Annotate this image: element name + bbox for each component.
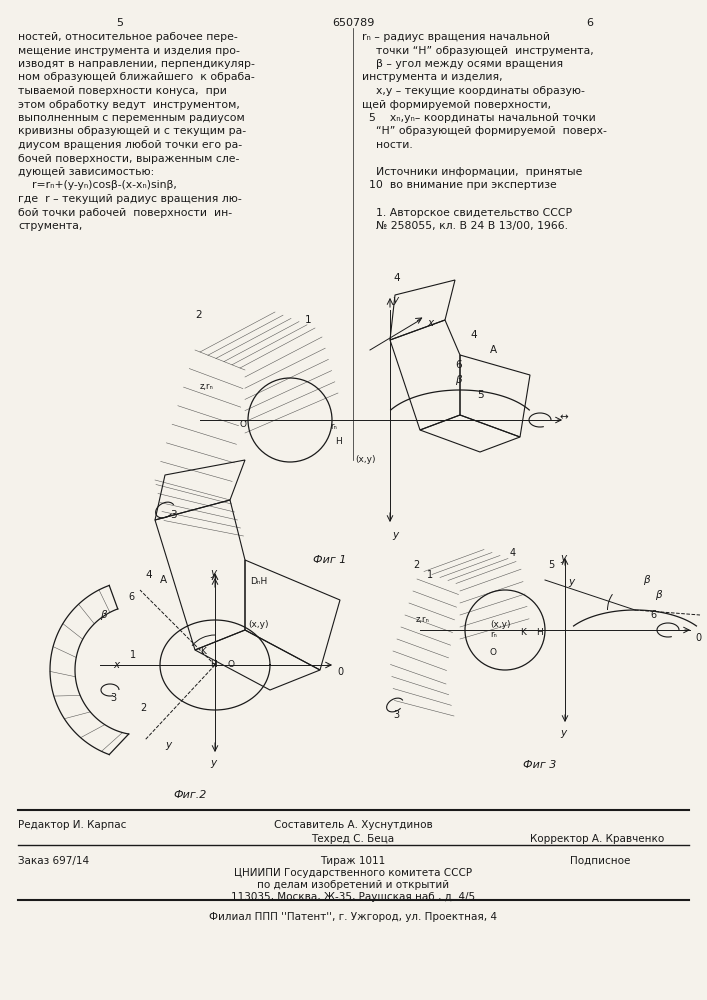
Text: rₙ: rₙ — [330, 422, 337, 431]
Text: точки “Н” образующей  инструмента,: точки “Н” образующей инструмента, — [362, 45, 594, 55]
Text: 4: 4 — [510, 548, 516, 558]
Text: диусом вращения любой точки его ра-: диусом вращения любой точки его ра- — [18, 140, 242, 150]
Text: ностей, относительное рабочее пере-: ностей, относительное рабочее пере- — [18, 32, 238, 42]
Text: O: O — [228, 660, 235, 669]
Text: 1. Авторское свидетельство СССР: 1. Авторское свидетельство СССР — [362, 208, 572, 218]
Text: β – угол между осями вращения: β – угол между осями вращения — [362, 59, 563, 69]
Text: 2: 2 — [195, 310, 201, 320]
Text: 5: 5 — [477, 390, 484, 400]
Text: 1: 1 — [305, 315, 312, 325]
Text: ЦНИИПИ Государственного комитета СССР: ЦНИИПИ Государственного комитета СССР — [234, 868, 472, 878]
Text: № 258055, кл. В 24 В 13/00, 1966.: № 258055, кл. В 24 В 13/00, 1966. — [362, 221, 568, 231]
Text: щей формируемой поверхности,: щей формируемой поверхности, — [362, 100, 551, 109]
Text: изводят в направлении, перпендикуляр-: изводят в направлении, перпендикуляр- — [18, 59, 255, 69]
Text: 5: 5 — [117, 18, 124, 28]
Text: этом обработку ведут  инструментом,: этом обработку ведут инструментом, — [18, 100, 240, 109]
Text: y: y — [560, 728, 566, 738]
Text: 4: 4 — [470, 330, 477, 340]
Text: Подписное: Подписное — [570, 856, 630, 866]
Text: Источники информации,  принятые: Источники информации, принятые — [362, 167, 583, 177]
Text: Филиал ППП ''Патент'', г. Ужгород, ул. Проектная, 4: Филиал ППП ''Патент'', г. Ужгород, ул. П… — [209, 912, 497, 922]
Text: струмента,: струмента, — [18, 221, 83, 231]
Text: Корректор А. Кравченко: Корректор А. Кравченко — [530, 834, 665, 844]
Text: 0: 0 — [695, 633, 701, 643]
Text: дующей зависимостью:: дующей зависимостью: — [18, 167, 154, 177]
Text: (x,y): (x,y) — [355, 455, 375, 464]
Text: β: β — [655, 590, 662, 600]
Text: H: H — [210, 660, 217, 669]
Text: выполненным с переменным радиусом: выполненным с переменным радиусом — [18, 113, 245, 123]
Text: (x,y): (x,y) — [248, 620, 269, 629]
Text: 113035, Москва, Ж-35, Раушская наб., д. 4/5: 113035, Москва, Ж-35, Раушская наб., д. … — [231, 892, 475, 902]
Text: 6: 6 — [587, 18, 593, 28]
Text: y: y — [568, 577, 574, 587]
Text: по делам изобретений и открытий: по делам изобретений и открытий — [257, 880, 449, 890]
Text: бочей поверхности, выраженным сле-: бочей поверхности, выраженным сле- — [18, 153, 240, 163]
Text: rₙ: rₙ — [490, 630, 497, 639]
Text: 1: 1 — [427, 570, 433, 580]
Text: тываемой поверхности конуса,  при: тываемой поверхности конуса, при — [18, 86, 227, 96]
Text: Техред С. Беца: Техред С. Беца — [312, 834, 395, 844]
Text: O: O — [240, 420, 247, 429]
Text: 3: 3 — [110, 693, 116, 703]
Text: Тираж 1011: Тираж 1011 — [320, 856, 385, 866]
Text: x: x — [113, 660, 119, 670]
Text: H: H — [536, 628, 543, 637]
Text: 6: 6 — [455, 360, 462, 370]
Text: 650789: 650789 — [332, 18, 374, 28]
Text: 5: 5 — [548, 560, 554, 570]
Text: бой точки рабочей  поверхности  ин-: бой точки рабочей поверхности ин- — [18, 208, 232, 218]
Text: где  r – текущий радиус вращения лю-: где r – текущий радиус вращения лю- — [18, 194, 242, 204]
Text: β: β — [455, 375, 462, 385]
Text: z,rₙ: z,rₙ — [200, 382, 214, 391]
Text: инструмента и изделия,: инструмента и изделия, — [362, 73, 503, 83]
Text: y: y — [560, 553, 566, 563]
Text: β: β — [100, 610, 107, 620]
Text: z,rₙ: z,rₙ — [416, 615, 430, 624]
Text: H: H — [335, 437, 341, 446]
Text: 0: 0 — [337, 667, 343, 677]
Text: K: K — [200, 647, 206, 656]
Text: y: y — [392, 295, 398, 305]
Text: Фиг 1: Фиг 1 — [313, 555, 346, 565]
Text: y: y — [210, 568, 216, 578]
Text: 3: 3 — [170, 510, 177, 520]
Text: “Н” образующей формируемой  поверх-: “Н” образующей формируемой поверх- — [362, 126, 607, 136]
Text: β: β — [643, 575, 650, 585]
Text: Заказ 697/14: Заказ 697/14 — [18, 856, 89, 866]
Text: r=rₙ+(y-yₙ)cosβ-(x-xₙ)sinβ,: r=rₙ+(y-yₙ)cosβ-(x-xₙ)sinβ, — [18, 180, 177, 190]
Text: 4: 4 — [145, 570, 151, 580]
Text: 2: 2 — [140, 703, 146, 713]
Text: 5    хₙ,уₙ– координаты начальной точки: 5 хₙ,уₙ– координаты начальной точки — [362, 113, 596, 123]
Text: (x,y): (x,y) — [490, 620, 510, 629]
Text: y: y — [165, 740, 171, 750]
Text: 2: 2 — [413, 560, 419, 570]
Text: A: A — [490, 345, 497, 355]
Text: K: K — [520, 628, 526, 637]
Text: 10  во внимание при экспертизе: 10 во внимание при экспертизе — [362, 180, 556, 190]
Text: мещение инструмента и изделия про-: мещение инструмента и изделия про- — [18, 45, 240, 55]
Text: ↔: ↔ — [560, 412, 568, 422]
Text: 6: 6 — [128, 592, 134, 602]
Text: 6: 6 — [650, 610, 656, 620]
Text: 1: 1 — [130, 650, 136, 660]
Text: кривизны образующей и с текущим ра-: кривизны образующей и с текущим ра- — [18, 126, 246, 136]
Text: DₙH: DₙH — [250, 577, 267, 586]
Text: ном образующей ближайшего  к обраба-: ном образующей ближайшего к обраба- — [18, 73, 255, 83]
Text: rₙ – радиус вращения начальной: rₙ – радиус вращения начальной — [362, 32, 550, 42]
Text: Редактор И. Карпас: Редактор И. Карпас — [18, 820, 127, 830]
Text: O: O — [490, 648, 497, 657]
Text: х,у – текущие координаты образую-: х,у – текущие координаты образую- — [362, 86, 585, 96]
Text: 4: 4 — [393, 273, 399, 283]
Text: ности.: ности. — [362, 140, 413, 150]
Text: A: A — [160, 575, 167, 585]
Text: y: y — [210, 758, 216, 768]
Text: x: x — [427, 318, 433, 328]
Text: Фиг.2: Фиг.2 — [173, 790, 206, 800]
Text: Составитель А. Хуснутдинов: Составитель А. Хуснутдинов — [274, 820, 433, 830]
Text: 3: 3 — [393, 710, 399, 720]
Text: Фиг 3: Фиг 3 — [523, 760, 556, 770]
Text: y: y — [392, 530, 398, 540]
